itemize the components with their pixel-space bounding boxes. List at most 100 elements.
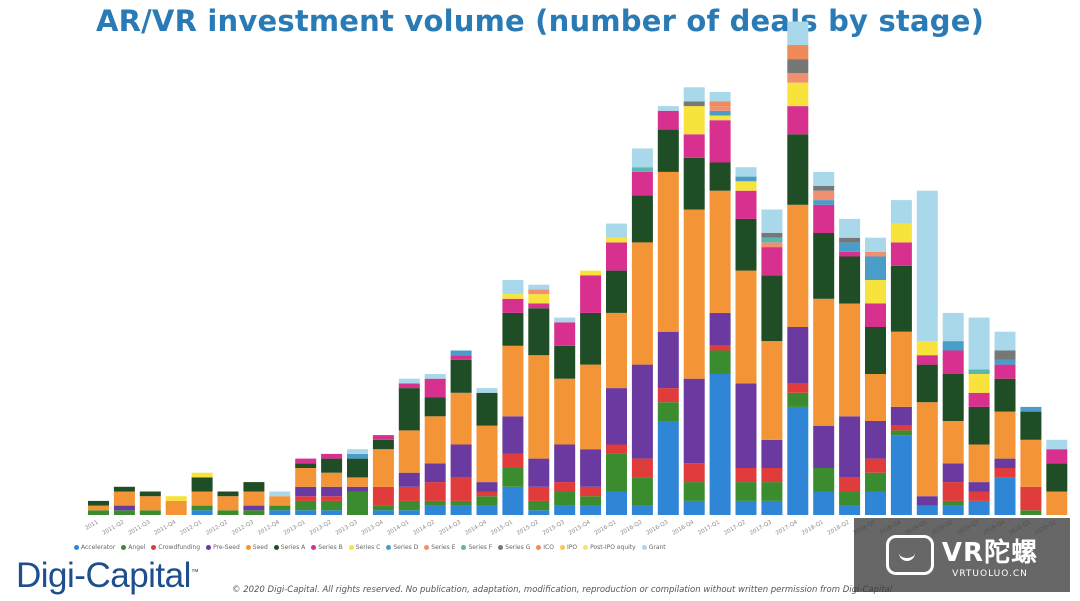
bar-segment-series-a-2016-Q3 — [657, 129, 679, 172]
bar-segment-angel-2013-Q2 — [321, 500, 343, 511]
bar-segment-crowdfunding-2013-Q4 — [372, 486, 394, 506]
bar-segment-series-f-2016-Q2 — [631, 167, 653, 172]
bar-segment-crowdfunding-2019-Q3 — [968, 491, 990, 501]
bar-segment-angel-2011-Q3 — [139, 510, 161, 515]
legend-item-series-c: Series C — [348, 544, 380, 551]
bar-segment-series-a-2018-Q3 — [865, 327, 886, 374]
legend-item-seed: Seed — [245, 544, 268, 551]
legend-label: Crowdfunding — [158, 544, 201, 551]
bar-segment-pre-seed-2014-Q2 — [424, 463, 446, 483]
bar-segment-angel-2017-Q4 — [787, 392, 809, 407]
bar-segment-angel-2017-Q1 — [709, 350, 731, 374]
bar-segment-series-c-2017-Q1 — [709, 115, 731, 121]
bar-segment-seed-2014-Q1 — [398, 430, 420, 473]
legend-item-series-b: Series B — [311, 544, 343, 551]
legend-swatch — [641, 545, 647, 550]
bar-segment-series-a-2013-Q3 — [347, 458, 368, 478]
bar-segment-pre-seed-2019-Q1 — [916, 496, 938, 506]
legend-label: Pre-Seed — [213, 544, 240, 551]
legend-item-grant: Grant — [641, 544, 666, 551]
bar-segment-series-b-2019-Q3 — [968, 392, 990, 407]
bar-segment-series-a-2018-Q1 — [813, 233, 835, 299]
legend-swatch — [536, 545, 542, 550]
bar-segment-grant-2017-Q4 — [787, 21, 809, 45]
bar-segment-seed-2013-Q2 — [321, 472, 343, 487]
legend-swatch — [424, 545, 430, 550]
bar-segment-series-e-2017-Q3 — [761, 242, 783, 248]
bar-segment-series-b-2016-Q2 — [631, 171, 653, 196]
bar-segment-seed-2011-Q3 — [139, 496, 161, 511]
bar-segment-accelerator-2012-Q1 — [191, 510, 213, 515]
legend-item-accelerator: Accelerator — [74, 544, 115, 551]
bar-segment-angel-2015-Q1 — [502, 468, 524, 487]
bar-segment-series-b-2015-Q1 — [502, 298, 524, 313]
bar-segment-series-c-2015-Q4 — [580, 270, 602, 276]
bar-segment-crowdfunding-2014-Q4 — [476, 491, 498, 497]
bar-segment-series-b-2015-Q4 — [580, 275, 602, 313]
bar-segment-angel-2016-Q2 — [631, 477, 653, 506]
x-tick-label: 2012-Q3 — [231, 519, 255, 536]
bar-segment-series-a-2019-Q2 — [942, 374, 964, 421]
bar-segment-series-d-2018-Q2 — [839, 242, 861, 252]
bar-segment-accelerator-2018-Q4 — [890, 435, 912, 515]
bar-segment-accelerator-2016-Q4 — [683, 500, 705, 515]
x-tick-label: 2015-Q2 — [516, 520, 540, 537]
bar-segment-series-e-2018-Q3 — [865, 251, 886, 257]
bar-segment-pre-seed-2013-Q3 — [347, 486, 368, 492]
bar-segment-crowdfunding-2014-Q3 — [450, 477, 472, 501]
bar-segment-accelerator-2019-Q4 — [994, 477, 1016, 515]
bar-segment-seed-2019-Q1 — [916, 402, 938, 497]
bar-segment-angel-2013-Q1 — [295, 500, 317, 511]
bar-segment-pre-seed-2015-Q1 — [502, 416, 524, 454]
legend-label: Post-IPO equity — [590, 544, 636, 551]
bar-segment-series-b-2018-Q1 — [813, 204, 835, 233]
bar-segment-series-d-2013-Q3 — [347, 453, 368, 459]
bar-segment-seed-2015-Q2 — [528, 355, 550, 459]
bar-segment-pre-seed-2016-Q1 — [606, 388, 627, 445]
bar-segment-grant-2015-Q3 — [554, 317, 576, 323]
bar-segment-crowdfunding-2016-Q4 — [683, 463, 705, 483]
bar-segment-series-a-2014-Q4 — [476, 392, 498, 426]
bar-segment-grant-2019-Q2 — [942, 312, 964, 342]
bar-segment-accelerator-2018-Q3 — [865, 491, 886, 515]
bar-segment-seed-2018-Q1 — [813, 298, 835, 426]
bar-segment-seed-2012-Q1 — [191, 491, 213, 506]
bar-segment-pre-seed-2017-Q2 — [735, 383, 757, 468]
bar-segment-angel-2018-Q1 — [813, 468, 835, 492]
bar-segment-pre-seed-2017-Q1 — [709, 312, 731, 346]
bar-segment-crowdfunding-2016-Q2 — [631, 458, 653, 478]
bar-segment-grant-2016-Q4 — [683, 87, 705, 102]
bar-segment-series-c-2017-Q2 — [735, 181, 757, 191]
bar-segment-series-a-2013-Q4 — [372, 439, 394, 450]
bar-segment-series-b-2018-Q3 — [865, 303, 886, 327]
bar-segment-pre-seed-2014-Q4 — [476, 482, 498, 492]
legend-item-angel: Angel — [121, 544, 145, 551]
bar-segment-pre-seed-2013-Q2 — [321, 486, 343, 497]
x-tick-label: 2016-Q4 — [671, 519, 695, 536]
bar-segment-series-a-2011 — [88, 500, 109, 506]
bar-segment-angel-2015-Q3 — [554, 491, 576, 506]
x-tick-label: 2011 — [84, 520, 99, 532]
bar-segment-crowdfunding-2015-Q2 — [528, 486, 550, 501]
bar-segment-series-a-2020-Q2 — [1046, 463, 1068, 492]
bar-segment-grant-2017-Q2 — [735, 167, 757, 177]
bar-segment-series-b-2017-Q2 — [735, 190, 757, 219]
bar-segment-series-d-2018-Q1 — [813, 200, 835, 205]
bar-segment-series-a-2015-Q4 — [580, 312, 602, 365]
bar-segment-seed-2012-Q3 — [243, 491, 265, 506]
legend-label: Series A — [280, 544, 306, 551]
watermark-url: VRTUOLUO.CN — [952, 568, 1028, 579]
bar-segment-series-a-2016-Q4 — [683, 157, 705, 210]
legend-label: Series F — [468, 544, 493, 551]
bar-segment-crowdfunding-2013-Q2 — [321, 496, 343, 501]
bar-segment-series-e-2017-Q1 — [709, 106, 731, 111]
bar-segment-seed-2016-Q4 — [683, 209, 705, 379]
bar-segment-series-a-2016-Q2 — [631, 195, 653, 243]
bar-segment-series-a-2013-Q1 — [295, 463, 317, 468]
x-tick-label: 2012-Q2 — [205, 520, 229, 537]
bar-segment-series-b-2019-Q2 — [942, 350, 964, 374]
bar-segment-series-b-2014-Q2 — [424, 378, 446, 398]
legend-swatch — [121, 545, 127, 550]
x-tick-label: 2015-Q3 — [542, 519, 566, 536]
bar-segment-ico-2017-Q1 — [709, 101, 731, 107]
